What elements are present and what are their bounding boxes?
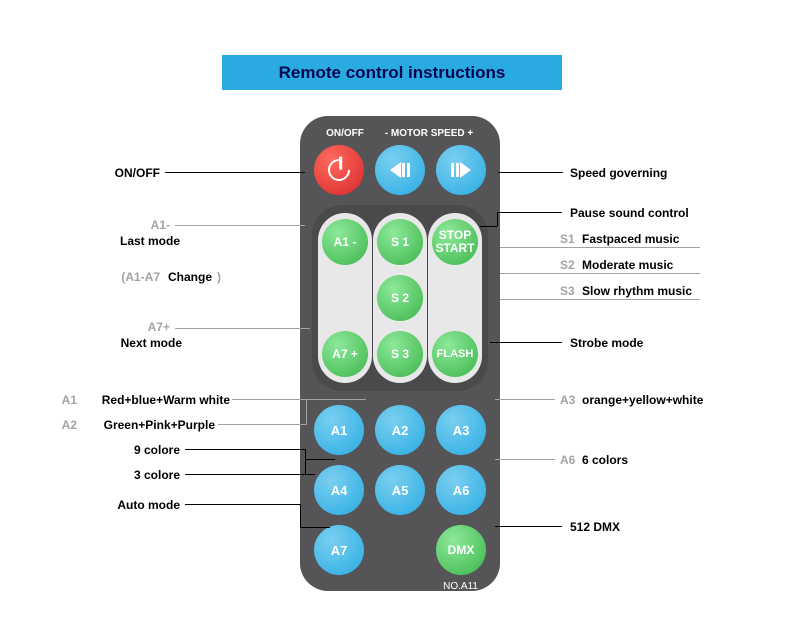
- callout-a6: 6 colors: [582, 453, 628, 467]
- line: [175, 225, 305, 226]
- onoff-label: ON/OFF: [316, 128, 374, 139]
- line: [305, 449, 306, 475]
- flash-button[interactable]: FLASH: [432, 331, 478, 377]
- callout-a2: Green+Pink+Purple: [90, 418, 215, 432]
- line: [306, 399, 307, 425]
- slot-col-2: S 1 S 2 S 3: [373, 213, 427, 383]
- slot-col-3: STOP START FLASH: [428, 213, 482, 383]
- line: [500, 273, 700, 274]
- callout-s2: Moderate music: [582, 258, 673, 272]
- callout-strobe: Strobe mode: [570, 336, 643, 350]
- dmx-button[interactable]: DMX: [436, 525, 486, 575]
- s3-button[interactable]: S 3: [377, 331, 423, 377]
- a7-plus-button[interactable]: A7 +: [322, 331, 368, 377]
- line: [185, 504, 300, 505]
- callout-s3-gray: S3: [560, 284, 575, 298]
- a3-button[interactable]: A3: [436, 405, 486, 455]
- callout-dmx: 512 DMX: [570, 520, 620, 534]
- top-button-row: [312, 145, 488, 195]
- power-button[interactable]: [314, 145, 364, 195]
- middle-slots: A1 - A7 + S 1 S 2 S 3 STOP START FLASH: [312, 205, 488, 391]
- s2-button[interactable]: S 2: [377, 275, 423, 321]
- line: [185, 474, 315, 475]
- line: [495, 399, 555, 400]
- model-label: NO.A11: [312, 581, 488, 592]
- line: [305, 459, 335, 460]
- a6-button[interactable]: A6: [436, 465, 486, 515]
- stop-start-button[interactable]: STOP START: [432, 219, 478, 265]
- a1-button[interactable]: A1: [314, 405, 364, 455]
- callout-3c: 3 colore: [100, 468, 180, 482]
- callout-a1minus: Last mode: [100, 234, 180, 248]
- bottom-row-2: A4 A5 A6: [312, 465, 488, 515]
- title-bar: Remote control instructions: [222, 55, 562, 90]
- line: [497, 212, 498, 226]
- line: [490, 342, 562, 343]
- callout-change-gray: (A1-A7: [105, 270, 160, 284]
- remote-body: ON/OFF - MOTOR SPEED + A1 - A7 + S 1 S 2…: [300, 116, 500, 591]
- a4-button[interactable]: A4: [314, 465, 364, 515]
- line: [175, 328, 310, 329]
- line: [500, 299, 700, 300]
- line: [498, 172, 563, 173]
- callout-pause: Pause sound control: [570, 206, 689, 220]
- a7-button[interactable]: A7: [314, 525, 364, 575]
- callout-s2-gray: S2: [560, 258, 575, 272]
- line: [500, 247, 700, 248]
- line: [218, 424, 306, 425]
- callout-a6-gray: A6: [560, 453, 575, 467]
- line: [497, 212, 562, 213]
- callout-a2-gray: A2: [57, 418, 77, 432]
- s1-button[interactable]: S 1: [377, 219, 423, 265]
- motor-speed-label: - MOTOR SPEED +: [374, 128, 484, 139]
- speed-up-icon: [451, 162, 471, 178]
- line: [495, 459, 555, 460]
- callout-a1-gray: A1: [57, 393, 77, 407]
- a1-minus-button[interactable]: A1 -: [322, 219, 368, 265]
- callout-a1minus-gray: A1-: [140, 218, 170, 232]
- callout-onoff: ON/OFF: [100, 166, 160, 180]
- line: [306, 399, 366, 400]
- line: [300, 527, 330, 528]
- line: [165, 172, 305, 173]
- line: [232, 399, 307, 400]
- power-icon: [323, 154, 354, 185]
- callout-s1: Fastpaced music: [582, 232, 679, 246]
- speed-up-button[interactable]: [436, 145, 486, 195]
- top-labels: ON/OFF - MOTOR SPEED +: [312, 128, 488, 139]
- callout-auto: Auto mode: [100, 498, 180, 512]
- callout-s1-gray: S1: [560, 232, 575, 246]
- line: [480, 226, 497, 227]
- callout-a7plus-gray: A7+: [140, 320, 170, 334]
- bottom-row-1: A1 A2 A3: [312, 405, 488, 455]
- line: [495, 526, 562, 527]
- speed-down-button[interactable]: [375, 145, 425, 195]
- bottom-row-3: A7 DMX: [312, 525, 488, 575]
- callout-speed: Speed governing: [570, 166, 667, 180]
- line: [185, 449, 305, 450]
- callout-change-suffix: ): [213, 270, 221, 284]
- line: [300, 504, 301, 527]
- callout-change: Change: [162, 270, 212, 284]
- callout-a7plus: Next mode: [100, 336, 182, 350]
- callout-a3: orange+yellow+white: [582, 393, 703, 407]
- speed-down-icon: [390, 162, 410, 178]
- title-text: Remote control instructions: [279, 63, 506, 83]
- a5-button[interactable]: A5: [375, 465, 425, 515]
- callout-9c: 9 colore: [100, 443, 180, 457]
- a2-button[interactable]: A2: [375, 405, 425, 455]
- callout-a1: Red+blue+Warm white: [80, 393, 230, 407]
- callout-s3: Slow rhythm music: [582, 284, 692, 298]
- callout-a3-gray: A3: [560, 393, 575, 407]
- slot-col-1: A1 - A7 +: [318, 213, 372, 383]
